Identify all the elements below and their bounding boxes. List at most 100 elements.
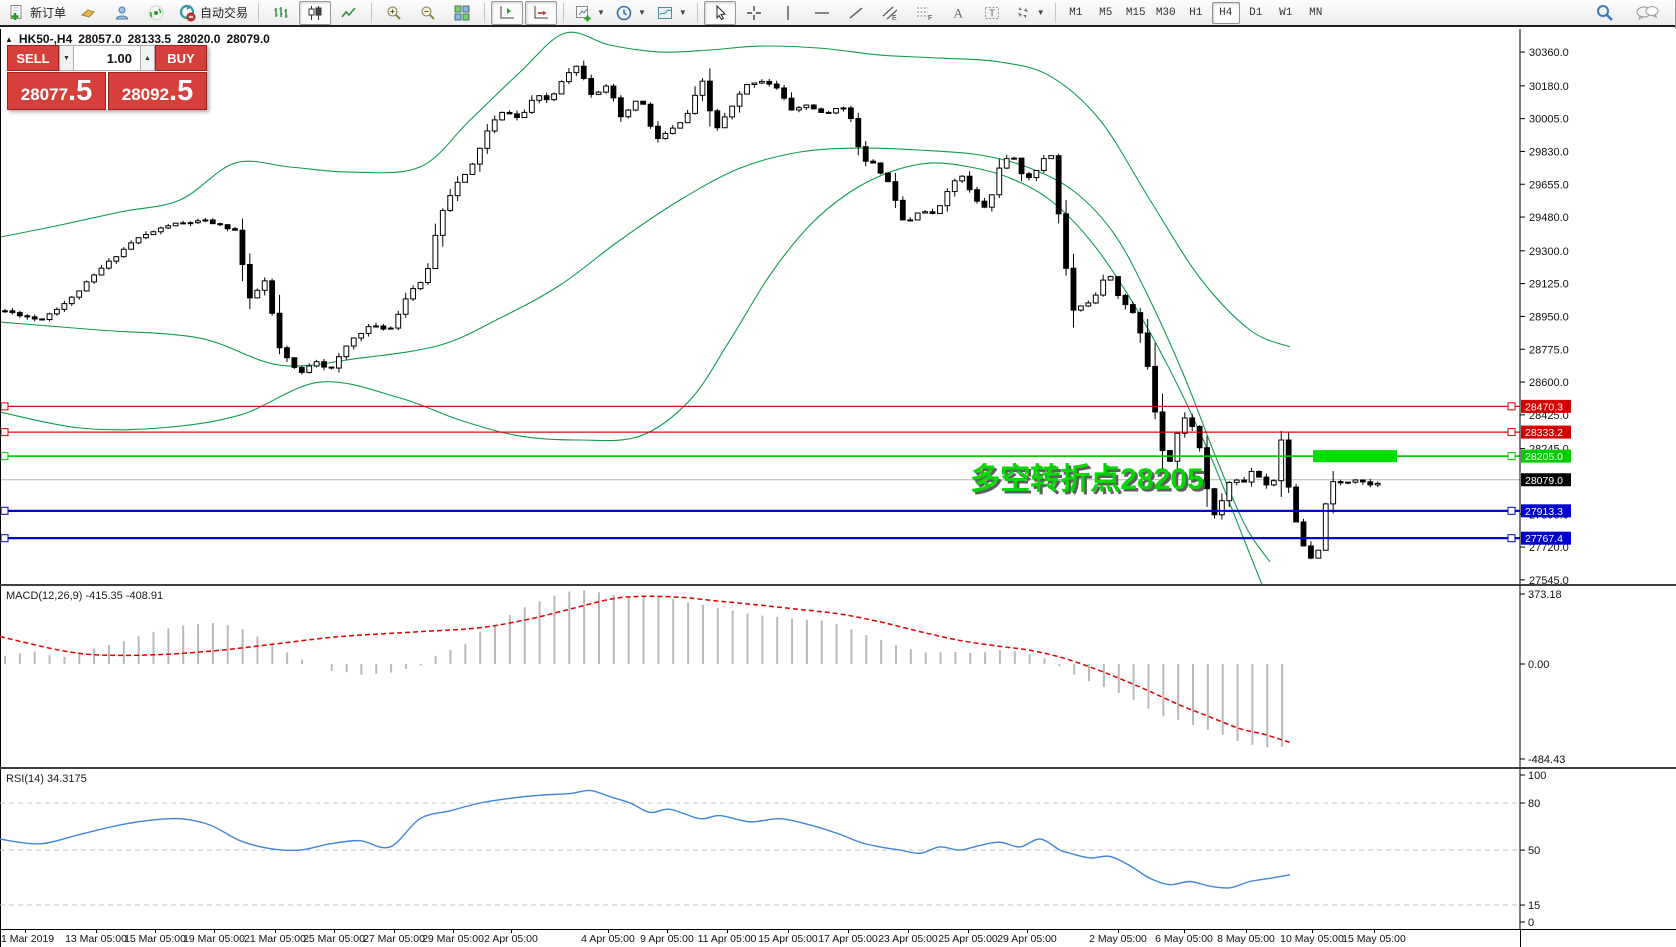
bars-chart-button[interactable] <box>265 1 297 25</box>
time-tick <box>394 930 395 933</box>
shift-chart-button[interactable] <box>491 0 524 25</box>
time-label: 11 Mar 2019 <box>0 933 55 945</box>
trendline-button[interactable] <box>840 1 872 25</box>
time-tick <box>1118 930 1119 933</box>
time-tick <box>1374 930 1375 933</box>
one-click-trading-panel: SELL ▼ 1.00 ▲ BUY 28077.5 28092.5 <box>7 45 207 110</box>
new-chart-icon <box>574 4 592 22</box>
buy-button[interactable]: BUY <box>155 45 207 71</box>
templates-button[interactable]: ▼ <box>652 1 691 25</box>
svg-text:E: E <box>892 15 897 22</box>
time-label: 8 May 05:00 <box>1217 933 1275 945</box>
svg-text:30005.0: 30005.0 <box>1529 114 1569 126</box>
highlight-rectangle[interactable] <box>1313 450 1397 463</box>
signals-button[interactable] <box>140 1 172 25</box>
zoom-in-button[interactable] <box>378 1 410 25</box>
fibonacci-button[interactable]: F <box>908 1 940 25</box>
new-order-button[interactable]: 新订单 <box>4 1 70 25</box>
buy-price-button[interactable]: 28092.5 <box>108 72 207 110</box>
time-tick <box>788 930 789 933</box>
macd-signal-line <box>0 595 1291 744</box>
time-tick <box>1184 930 1185 933</box>
line-handle[interactable] <box>1507 506 1516 515</box>
sell-button[interactable]: SELL <box>7 45 59 71</box>
timeframe-m5-button[interactable]: M5 <box>1099 6 1113 19</box>
new-chart-button[interactable]: ▼ <box>570 1 609 25</box>
trade-panel-collapse-arrow[interactable]: ▲ <box>5 34 13 44</box>
timeframe-h1-button[interactable]: H1 <box>1189 6 1203 19</box>
text-label-button[interactable]: T <box>976 1 1008 25</box>
buy-price-fraction: .5 <box>169 75 194 107</box>
timeframe-m30-button[interactable]: M30 <box>1155 6 1176 19</box>
time-label: 27 Mar 05:00 <box>363 933 425 945</box>
zoom-out-button[interactable] <box>412 1 444 25</box>
line-chart-button[interactable] <box>333 1 365 25</box>
horizontal-line-button[interactable] <box>806 1 838 25</box>
history-center-button[interactable] <box>72 1 104 25</box>
timeframe-w1-button[interactable]: W1 <box>1279 6 1293 19</box>
line-handle[interactable] <box>0 428 9 437</box>
vertical-line-icon <box>779 4 797 22</box>
rsi-panel: 100 80 50 15 0 RSI(14) 34.3175 <box>0 767 1676 929</box>
crosshair-button[interactable] <box>738 1 770 25</box>
line-handle[interactable] <box>0 534 9 543</box>
history-center-icon <box>79 4 97 22</box>
tile-windows-button[interactable] <box>446 1 478 25</box>
timeframe-d1-button[interactable]: D1 <box>1249 6 1263 19</box>
volume-input[interactable]: 1.00 <box>74 45 140 71</box>
cursor-button[interactable] <box>703 0 736 25</box>
chat-icon <box>1635 4 1659 22</box>
time-tick <box>25 930 26 933</box>
annotation-text[interactable]: 多空转折点28205 <box>970 463 1203 496</box>
toolbar-separator <box>484 2 486 23</box>
line-handle[interactable] <box>0 452 9 461</box>
profile-button[interactable] <box>106 1 138 25</box>
svg-text:29300.0: 29300.0 <box>1529 246 1569 258</box>
time-axis[interactable]: 11 Mar 2019 13 Mar 05:00 15 Mar 05:00 19 Ma… <box>0 929 1676 947</box>
toolbar-separator <box>258 2 260 23</box>
timeframe-h4-button[interactable]: H4 <box>1211 1 1240 24</box>
line-handle[interactable] <box>1507 428 1516 437</box>
svg-text:28950.0: 28950.0 <box>1529 311 1569 323</box>
time-label: 25 Apr 05:00 <box>938 933 998 945</box>
chat-button[interactable] <box>1631 1 1663 25</box>
sell-price-button[interactable]: 28077.5 <box>7 72 106 110</box>
line-handle[interactable] <box>0 402 9 411</box>
timeframe-m15-button[interactable]: M15 <box>1125 6 1146 19</box>
line-chart-icon <box>340 4 358 22</box>
text-button[interactable]: A <box>942 1 974 25</box>
vertical-line-button[interactable] <box>772 1 804 25</box>
macd-histogram <box>4 590 1284 748</box>
zoom-in-icon <box>385 4 403 22</box>
line-handle[interactable] <box>1507 452 1516 461</box>
arrows-button[interactable]: ▼ <box>1010 1 1049 25</box>
rsi-chart[interactable]: 100 80 50 15 0 <box>0 769 1676 929</box>
autotrade-button[interactable]: 自动交易 <box>174 1 252 25</box>
volume-decrease-button[interactable]: ▼ <box>59 45 74 71</box>
search-icon <box>1595 3 1615 23</box>
toolbar-separator <box>371 2 373 23</box>
search-button[interactable] <box>1589 1 1621 25</box>
macd-label: MACD(12,26,9) -415.35 -408.91 <box>6 590 163 602</box>
rsi-axis: 100 80 50 15 0 <box>1519 769 1546 929</box>
svg-text:30180.0: 30180.0 <box>1529 81 1569 93</box>
timeframe-m1-button[interactable]: M1 <box>1069 6 1083 19</box>
channel-button[interactable]: E <box>874 1 906 25</box>
svg-text:29480.0: 29480.0 <box>1529 212 1569 224</box>
time-tick <box>96 930 97 933</box>
macd-chart[interactable]: 373.18 0.00 -484.43 <box>0 586 1676 767</box>
line-handle[interactable] <box>1507 402 1516 411</box>
auto-scroll-button[interactable] <box>525 0 558 25</box>
macd-values: -415.35 -408.91 <box>85 590 164 602</box>
timeframe-mn-button[interactable]: MN <box>1309 6 1323 19</box>
line-handle[interactable] <box>1507 534 1516 543</box>
autotrade-label: 自动交易 <box>200 6 249 20</box>
bollinger-lower-band <box>0 162 1263 584</box>
line-handle[interactable] <box>0 506 9 515</box>
volume-increase-button[interactable]: ▲ <box>140 45 155 71</box>
svg-text:F: F <box>928 15 932 22</box>
shift-chart-icon <box>498 4 516 22</box>
candles-chart-button[interactable] <box>299 0 332 25</box>
periods-button[interactable]: ▼ <box>611 1 650 25</box>
